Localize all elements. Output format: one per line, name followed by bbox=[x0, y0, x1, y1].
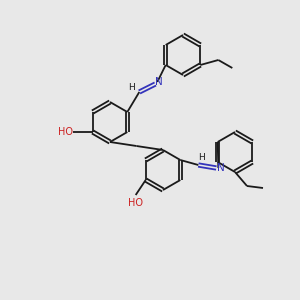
Text: H: H bbox=[198, 154, 205, 163]
Text: HO: HO bbox=[58, 127, 73, 137]
Text: H: H bbox=[128, 82, 135, 91]
Text: N: N bbox=[155, 77, 163, 87]
Text: HO: HO bbox=[128, 198, 143, 208]
Text: N: N bbox=[218, 163, 225, 173]
